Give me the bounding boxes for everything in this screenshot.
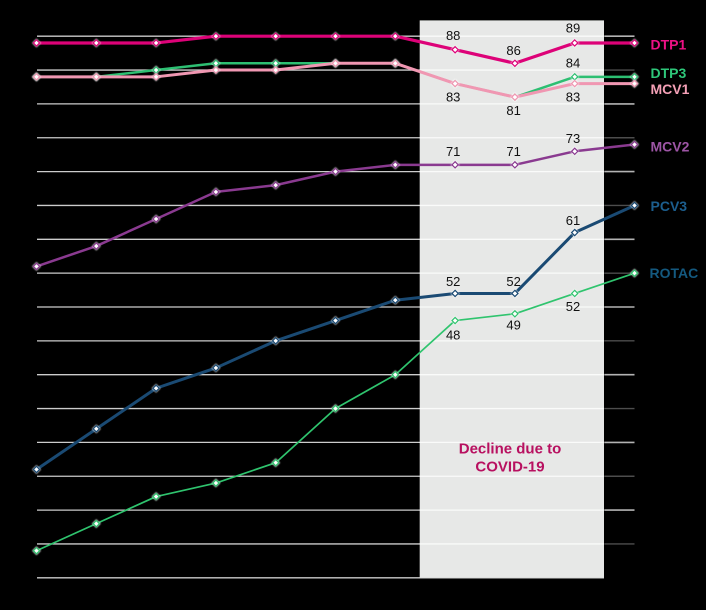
svg-text:MCV1: MCV1: [651, 81, 690, 97]
svg-text:Decline due to: Decline due to: [459, 440, 562, 457]
svg-text:ROTAC: ROTAC: [650, 265, 699, 281]
svg-text:COVID-19: COVID-19: [475, 459, 544, 476]
svg-text:89: 89: [566, 20, 580, 35]
svg-text:61: 61: [566, 213, 580, 228]
svg-text:MCV2: MCV2: [651, 139, 690, 155]
svg-text:52: 52: [506, 274, 520, 289]
svg-text:83: 83: [446, 90, 460, 105]
svg-text:PCV3: PCV3: [651, 198, 688, 214]
svg-text:71: 71: [506, 144, 520, 159]
svg-text:71: 71: [446, 144, 460, 159]
svg-text:88: 88: [446, 28, 460, 43]
svg-text:49: 49: [506, 317, 520, 332]
svg-text:48: 48: [446, 328, 460, 343]
svg-text:DTP1: DTP1: [651, 36, 687, 52]
svg-text:52: 52: [446, 274, 460, 289]
svg-text:84: 84: [566, 56, 580, 71]
svg-text:73: 73: [566, 131, 580, 146]
svg-text:81: 81: [506, 103, 520, 118]
svg-text:52: 52: [566, 299, 580, 314]
svg-text:83: 83: [566, 90, 580, 105]
svg-text:DTP3: DTP3: [651, 65, 687, 81]
svg-text:86: 86: [506, 43, 520, 58]
